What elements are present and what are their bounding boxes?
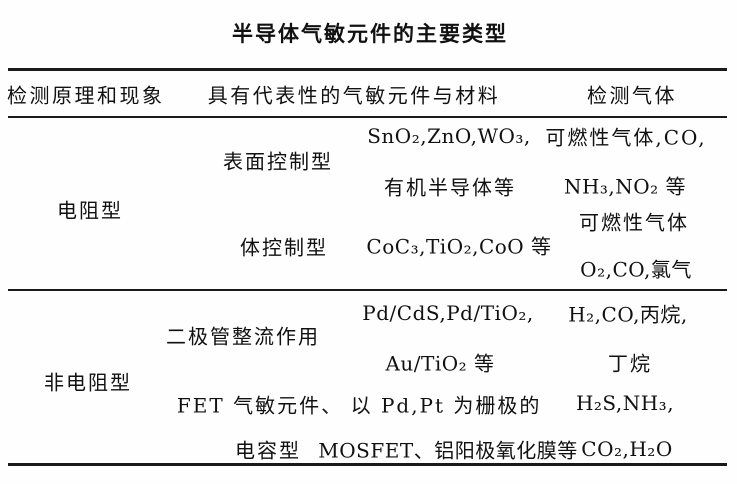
column-header-principle: 检测原理和现象	[7, 83, 165, 108]
gas-cell: 可燃性气体	[579, 210, 689, 235]
rule-bottom	[8, 463, 727, 466]
material-cell: MOSFET、铝阳极氧化膜等	[318, 438, 578, 463]
gas-cell: O₂,CO,氯气	[580, 257, 692, 282]
material-cell: SnO₂,ZnO,WO₃,	[367, 124, 531, 148]
material-cell: CoC₃,TiO₂,CoO 等	[366, 234, 552, 259]
material-cell: 以 Pd,Pt 为栅极的	[350, 393, 542, 418]
material-cell: Au/TiO₂ 等	[385, 351, 495, 376]
gas-cell: H₂,CO,丙烷,	[568, 302, 688, 327]
type-cell: 表面控制型	[223, 149, 333, 174]
principle-cell: 电阻型	[57, 198, 123, 223]
column-header-gases: 检测气体	[587, 83, 677, 108]
gas-cell: CO₂,H₂O	[581, 437, 673, 461]
gas-cell: NH₃,NO₂ 等	[563, 174, 687, 199]
type-cell: 电容型	[235, 438, 301, 463]
rule-top	[8, 68, 727, 71]
type-cell: 二极管整流作用	[166, 324, 320, 349]
gas-cell: H₂S,NH₃,	[575, 391, 675, 415]
rule-section-divider	[8, 289, 727, 291]
rule-header-bottom	[8, 116, 727, 118]
principle-cell: 非电阻型	[44, 370, 132, 395]
type-cell: 体控制型	[240, 235, 328, 260]
material-cell: Pd/CdS,Pd/TiO₂,	[362, 301, 534, 325]
gas-cell: 丁烷	[608, 351, 652, 376]
column-header-materials: 具有代表性的气敏元件与材料	[207, 83, 501, 108]
table-title: 半导体气敏元件的主要类型	[232, 21, 508, 46]
material-cell: 有机半导体等	[384, 175, 516, 200]
type-cell: FET 气敏元件、	[176, 393, 344, 418]
gas-cell: 可燃性气体,CO,	[545, 125, 707, 150]
